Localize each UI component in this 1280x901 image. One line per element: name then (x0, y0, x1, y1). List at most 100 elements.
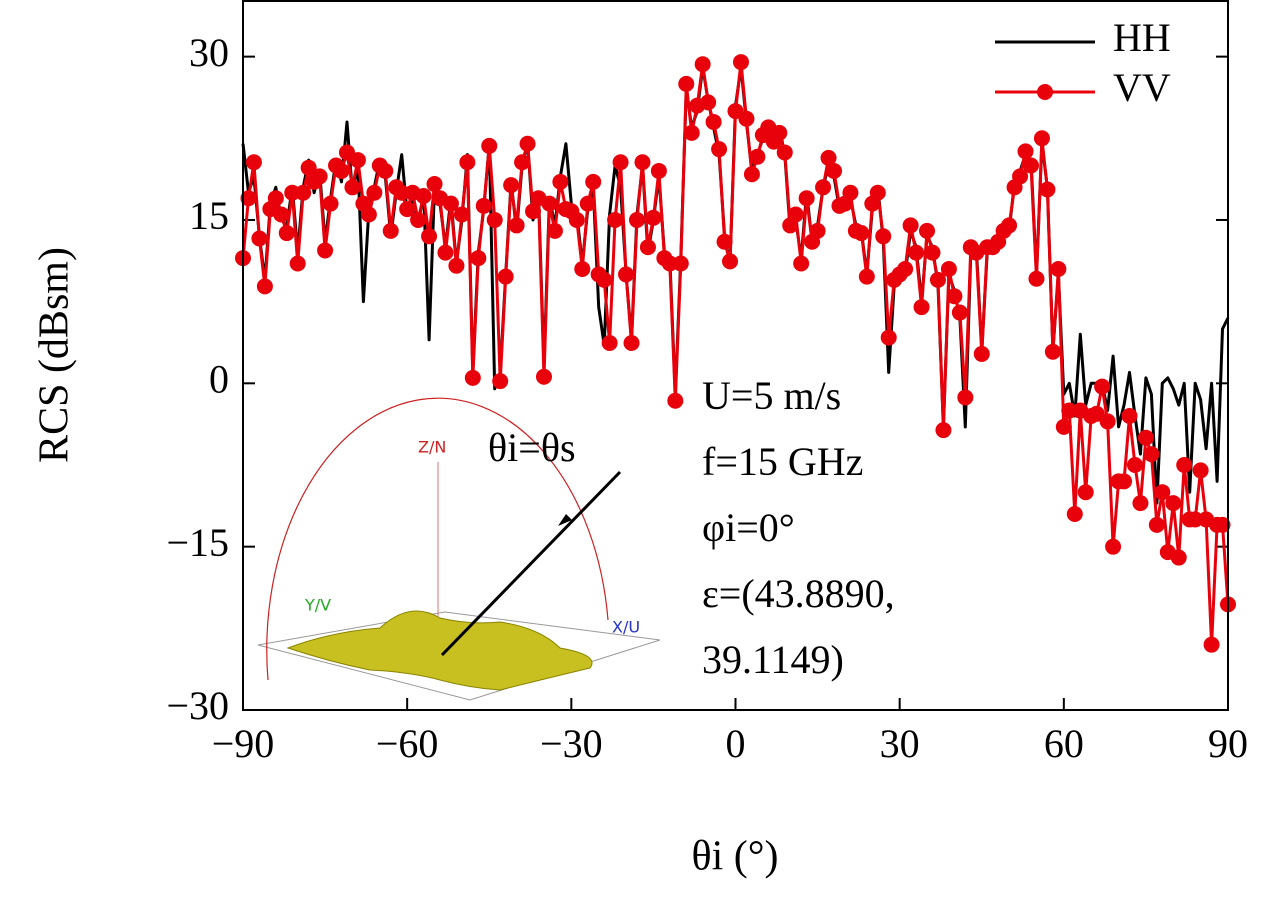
marker (738, 110, 755, 127)
x-tick-label: 90 (1208, 721, 1248, 766)
marker (1121, 407, 1138, 424)
marker (771, 124, 788, 141)
marker (732, 54, 749, 71)
marker (1214, 516, 1231, 533)
marker (661, 255, 678, 272)
marker (497, 268, 514, 285)
legend-label: HH (1113, 15, 1171, 60)
marker (924, 244, 941, 261)
marker (486, 211, 503, 228)
marker (973, 345, 990, 362)
marker (826, 162, 842, 179)
marker (1066, 505, 1083, 522)
marker (951, 304, 968, 321)
marker (448, 257, 465, 274)
marker (1023, 157, 1039, 174)
annotation: 39.1149) (702, 637, 844, 682)
marker (382, 222, 399, 239)
marker (1192, 462, 1209, 479)
marker (650, 162, 667, 179)
inset-arc (266, 397, 609, 681)
marker (1055, 418, 1072, 435)
marker (700, 94, 717, 111)
marker (535, 368, 552, 385)
marker (639, 239, 656, 256)
marker (787, 206, 804, 223)
marker (1203, 636, 1220, 653)
marker (1176, 456, 1193, 473)
marker (815, 179, 832, 196)
marker (629, 211, 645, 228)
marker (519, 135, 536, 152)
marker (251, 230, 268, 247)
marker (289, 255, 306, 272)
marker (421, 228, 438, 245)
marker (929, 271, 946, 288)
x-tick-label: 30 (880, 721, 920, 766)
marker (1099, 413, 1116, 430)
x-tick-label: −30 (540, 721, 603, 766)
marker (858, 268, 875, 285)
marker (514, 154, 531, 171)
annotation: ε=(43.8890, (702, 571, 895, 616)
marker (601, 335, 618, 352)
x-tick-label: −60 (376, 721, 439, 766)
marker (1154, 484, 1171, 501)
marker (919, 222, 936, 239)
annotation: U=5 m/s (702, 373, 841, 418)
marker (678, 75, 695, 92)
marker (1039, 181, 1056, 198)
marker (1116, 473, 1133, 490)
marker (1094, 378, 1111, 395)
marker (749, 148, 766, 165)
marker (349, 152, 366, 169)
marker (295, 184, 312, 201)
marker (300, 159, 317, 176)
marker (574, 260, 591, 277)
inset-surface (286, 610, 593, 691)
marker (667, 392, 684, 409)
marker (585, 173, 602, 190)
annotation: φi=0° (702, 505, 795, 550)
marker (607, 211, 624, 228)
marker (1061, 402, 1078, 419)
marker (311, 168, 328, 185)
marker (546, 222, 563, 239)
marker (716, 233, 733, 250)
inset-label: X/U (612, 618, 640, 637)
marker (672, 255, 689, 272)
marker (809, 222, 826, 239)
marker (442, 195, 459, 212)
marker (1126, 456, 1143, 473)
marker (579, 195, 596, 212)
marker (333, 162, 350, 179)
marker (683, 124, 700, 141)
marker (256, 278, 273, 295)
marker (935, 422, 952, 439)
legend-label: VV (1113, 65, 1171, 110)
marker (525, 203, 542, 220)
marker (957, 389, 974, 406)
inset: Z/N Y/V X/U θi=θs (257, 397, 661, 701)
marker (634, 154, 651, 171)
marker (1148, 516, 1165, 533)
marker (245, 154, 262, 171)
marker (1105, 538, 1122, 555)
marker (908, 244, 925, 261)
marker (1187, 511, 1204, 528)
marker (1077, 484, 1094, 501)
marker (612, 154, 629, 171)
marker (399, 201, 416, 218)
marker (743, 166, 760, 183)
inset-label: Z/N (418, 438, 446, 457)
marker (464, 369, 481, 386)
marker (377, 162, 394, 179)
inset-title: θi=θs (488, 425, 576, 470)
marker (393, 184, 410, 201)
marker (366, 184, 383, 201)
marker (492, 373, 509, 390)
marker (711, 141, 728, 158)
annotation: f=15 GHz (702, 439, 863, 484)
marker (798, 190, 815, 207)
marker (1001, 217, 1018, 234)
